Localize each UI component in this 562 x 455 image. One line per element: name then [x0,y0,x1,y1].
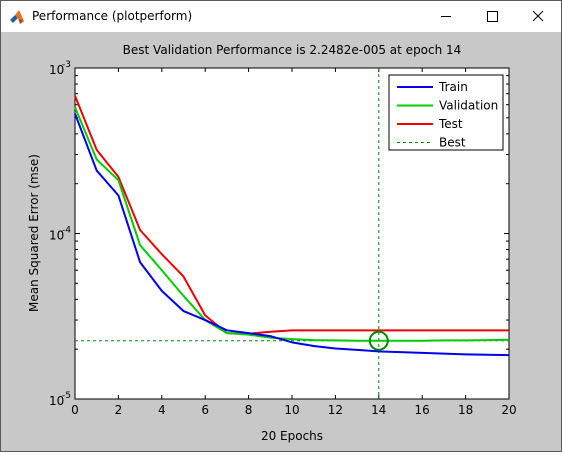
chart-title: Best Validation Performance is 2.2482e-0… [123,43,462,57]
legend-label: Best [439,136,466,150]
legend-label: Train [438,80,468,94]
figure-canvas: Best Validation Performance is 2.2482e-0… [1,32,561,451]
x-tick-label: 14 [371,403,386,417]
y-axis-label: Mean Squared Error (mse) [27,154,41,312]
x-tick-label: 0 [71,403,79,417]
minimize-button[interactable] [423,1,469,32]
legend: Train Validation Test Best [388,74,504,151]
y-tick-exponent: -5 [62,391,71,401]
series-line-validation [74,106,510,342]
series-line-test [74,95,509,335]
maximize-icon [487,11,498,22]
x-tick-label: 18 [458,403,473,417]
matlab-icon [10,10,24,24]
legend-label: Validation [439,99,498,113]
legend-label: Test [438,117,463,131]
maximize-button[interactable] [469,1,515,32]
x-tick-label: 10 [284,403,299,417]
y-tick-label: 10 [49,63,64,77]
y-tick-label: 10 [49,229,64,243]
x-tick-label: 2 [115,403,123,417]
y-tick-exponent: -3 [62,60,71,70]
x-tick-label: 16 [415,403,430,417]
x-tick-label: 12 [328,403,343,417]
best-marker [368,330,389,351]
series-line-train [74,113,510,357]
close-button[interactable] [515,1,561,32]
x-tick-label: 20 [501,403,516,417]
y-tick-label: 10 [49,394,64,408]
window-title: Performance (plotperform) [32,9,193,23]
title-bar[interactable]: Performance (plotperform) [1,1,561,32]
performance-chart: Best Validation Performance is 2.2482e-0… [27,43,517,443]
x-tick-label: 8 [245,403,253,417]
x-tick-label: 4 [158,403,166,417]
x-tick-label: 6 [201,403,209,417]
close-icon [532,10,544,22]
x-axis-label: 20 Epochs [261,429,323,443]
y-tick-exponent: -4 [62,226,71,236]
